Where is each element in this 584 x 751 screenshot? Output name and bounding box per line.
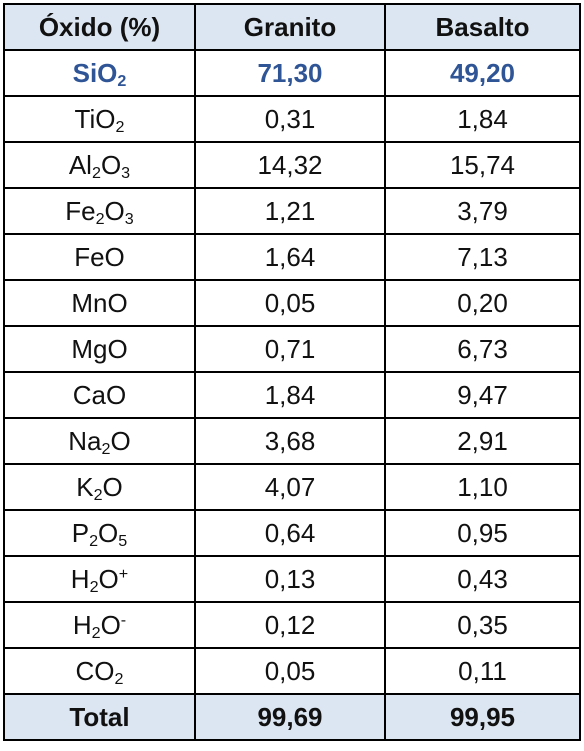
total-granito: 99,69 bbox=[194, 693, 386, 741]
basalto-value: 0,95 bbox=[384, 509, 581, 557]
table-row: TiO2 0,31 1,84 bbox=[3, 95, 581, 143]
table-body: SiO2 71,30 49,20 TiO2 0,31 1,84 Al2O3 14,32 15,7… bbox=[3, 49, 581, 695]
basalto-value: 6,73 bbox=[384, 325, 581, 373]
oxide-composition-table: Óxido (%) Granito Basalto SiO2 71,30 49,20… bbox=[3, 3, 581, 741]
granito-value: 0,13 bbox=[194, 555, 386, 603]
basalto-value: 9,47 bbox=[384, 371, 581, 419]
granito-value: 0,12 bbox=[194, 601, 386, 649]
oxide-cell: FeO bbox=[3, 233, 196, 281]
table-row: P2O5 0,64 0,95 bbox=[3, 509, 581, 557]
oxide-cell: Fe2O3 bbox=[3, 187, 196, 235]
granito-value: 3,68 bbox=[194, 417, 386, 465]
oxide-cell: MnO bbox=[3, 279, 196, 327]
oxide-cell: P2O5 bbox=[3, 509, 196, 557]
table-row: Fe2O3 1,21 3,79 bbox=[3, 187, 581, 235]
header-basalto: Basalto bbox=[384, 3, 581, 51]
basalto-value: 2,91 bbox=[384, 417, 581, 465]
granito-value: 1,21 bbox=[194, 187, 386, 235]
basalto-value: 7,13 bbox=[384, 233, 581, 281]
total-row: Total 99,69 99,95 bbox=[3, 693, 581, 741]
granito-value: 0,71 bbox=[194, 325, 386, 373]
oxide-cell: H2O- bbox=[3, 601, 196, 649]
oxide-cell: CO2 bbox=[3, 647, 196, 695]
granito-value: 4,07 bbox=[194, 463, 386, 511]
table-row: Al2O3 14,32 15,74 bbox=[3, 141, 581, 189]
oxide-cell: K2O bbox=[3, 463, 196, 511]
header-oxide: Óxido (%) bbox=[3, 3, 196, 51]
granito-value: 71,30 bbox=[194, 49, 386, 97]
table-row: CaO 1,84 9,47 bbox=[3, 371, 581, 419]
table-row: MgO 0,71 6,73 bbox=[3, 325, 581, 373]
oxide-cell: Al2O3 bbox=[3, 141, 196, 189]
basalto-value: 0,11 bbox=[384, 647, 581, 695]
basalto-value: 49,20 bbox=[384, 49, 581, 97]
table-row: CO2 0,05 0,11 bbox=[3, 647, 581, 695]
oxide-cell: H2O+ bbox=[3, 555, 196, 603]
header-row: Óxido (%) Granito Basalto bbox=[3, 3, 581, 51]
basalto-value: 1,10 bbox=[384, 463, 581, 511]
oxide-cell: SiO2 bbox=[3, 49, 196, 97]
granito-value: 1,64 bbox=[194, 233, 386, 281]
basalto-value: 0,35 bbox=[384, 601, 581, 649]
granito-value: 0,05 bbox=[194, 647, 386, 695]
granito-value: 0,64 bbox=[194, 509, 386, 557]
table-row: H2O+ 0,13 0,43 bbox=[3, 555, 581, 603]
header-granito: Granito bbox=[194, 3, 386, 51]
granito-value: 1,84 bbox=[194, 371, 386, 419]
total-basalto: 99,95 bbox=[384, 693, 581, 741]
basalto-value: 0,20 bbox=[384, 279, 581, 327]
oxide-table-container: Óxido (%) Granito Basalto SiO2 71,30 49,20… bbox=[3, 3, 581, 741]
table-row: K2O 4,07 1,10 bbox=[3, 463, 581, 511]
table-row: H2O- 0,12 0,35 bbox=[3, 601, 581, 649]
total-label: Total bbox=[3, 693, 196, 741]
basalto-value: 3,79 bbox=[384, 187, 581, 235]
table-row: Na2O 3,68 2,91 bbox=[3, 417, 581, 465]
table-row: MnO 0,05 0,20 bbox=[3, 279, 581, 327]
granito-value: 14,32 bbox=[194, 141, 386, 189]
basalto-value: 1,84 bbox=[384, 95, 581, 143]
oxide-cell: MgO bbox=[3, 325, 196, 373]
oxide-cell: CaO bbox=[3, 371, 196, 419]
granito-value: 0,31 bbox=[194, 95, 386, 143]
basalto-value: 0,43 bbox=[384, 555, 581, 603]
oxide-cell: Na2O bbox=[3, 417, 196, 465]
table-row: SiO2 71,30 49,20 bbox=[3, 49, 581, 97]
granito-value: 0,05 bbox=[194, 279, 386, 327]
basalto-value: 15,74 bbox=[384, 141, 581, 189]
table-row: FeO 1,64 7,13 bbox=[3, 233, 581, 281]
oxide-cell: TiO2 bbox=[3, 95, 196, 143]
